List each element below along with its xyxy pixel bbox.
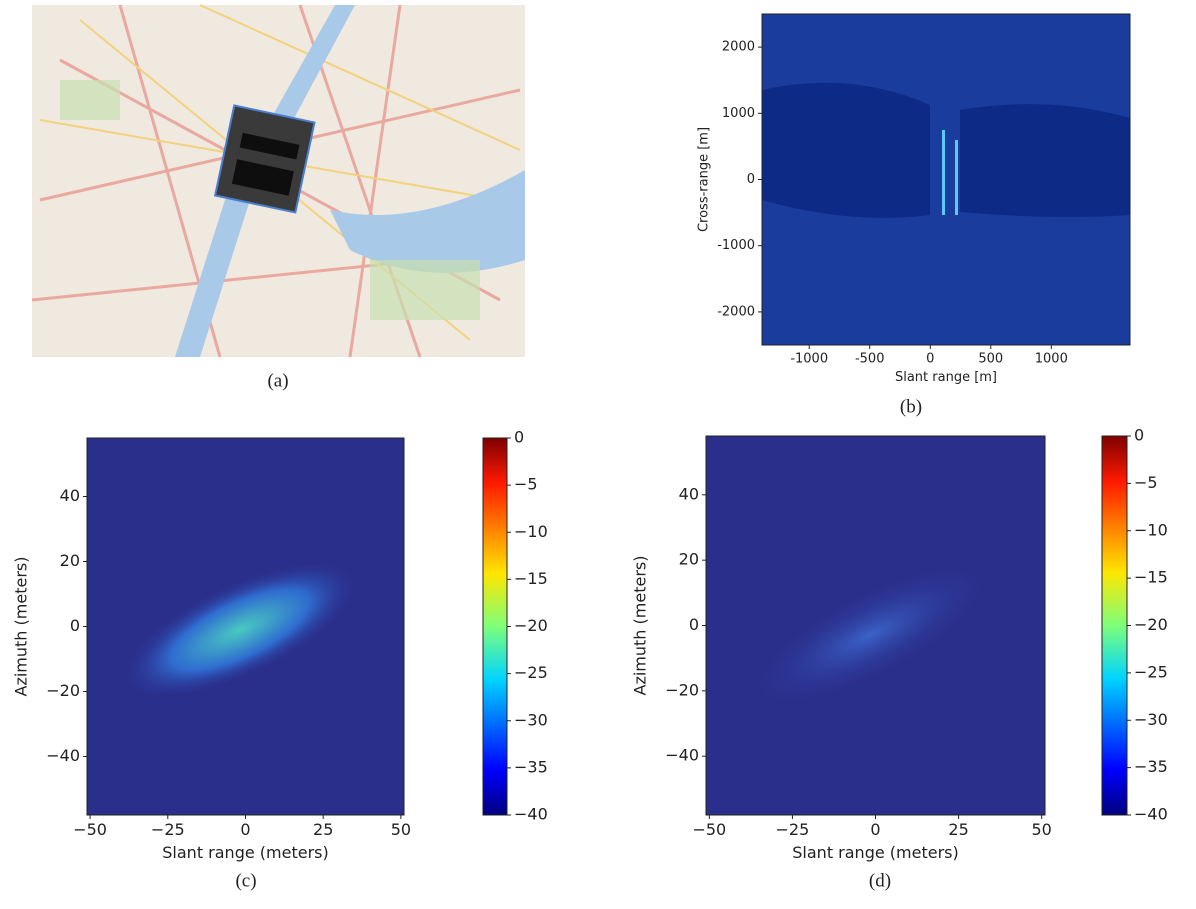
colorbar-tick-label: −25 — [1134, 662, 1168, 681]
y-tick-label: 40 — [679, 484, 699, 503]
x-axis-label: Slant range (meters) — [792, 843, 958, 862]
caption: (c) — [235, 870, 256, 891]
colorbar-tick-label: −15 — [1134, 568, 1168, 587]
y-tick-label: 0 — [689, 615, 699, 634]
x-tick-label: 25 — [948, 820, 968, 839]
colorbar-tick-label: −25 — [514, 663, 548, 682]
x-tick-label: -1000 — [790, 351, 828, 366]
colorbar — [1102, 436, 1127, 815]
colorbar-tick-label: −40 — [1134, 805, 1168, 824]
x-tick-label: 500 — [978, 351, 1003, 366]
x-tick-label: 1000 — [1035, 351, 1068, 366]
x-axis-label: Slant range [m] — [895, 370, 997, 385]
x-tick-label: −50 — [73, 820, 107, 839]
y-tick-label: -2000 — [717, 304, 755, 319]
colorbar-tick-label: −20 — [1134, 615, 1168, 634]
colorbar-tick-label: −30 — [1134, 710, 1168, 729]
y-tick-label: 2000 — [722, 40, 755, 55]
y-tick-label: −40 — [46, 746, 80, 765]
colorbar-tick-label: −35 — [1134, 757, 1168, 776]
colorbar-tick-label: −40 — [514, 805, 548, 824]
y-tick-label: −20 — [665, 680, 699, 699]
y-tick-label: −40 — [665, 746, 699, 765]
colorbar-tick-label: −10 — [514, 522, 548, 541]
caption: (d) — [869, 870, 891, 891]
x-tick-label: 0 — [240, 820, 250, 839]
y-tick-label: 40 — [60, 486, 80, 505]
y-axis-label: Azimuth (meters) — [12, 557, 31, 697]
figure: (a)(b)-1000-50005001000-2000-10000100020… — [0, 0, 1196, 909]
x-tick-label: 0 — [926, 351, 934, 366]
heatmap-image-d — [706, 436, 1045, 815]
map — [32, 5, 525, 357]
colorbar-tick-label: −15 — [514, 569, 548, 588]
y-tick-label: 0 — [747, 172, 755, 187]
y-tick-label: 20 — [60, 551, 80, 570]
colorbar-tick-label: −35 — [514, 757, 548, 776]
x-tick-label: 50 — [1031, 820, 1051, 839]
y-tick-label: 1000 — [722, 106, 755, 121]
y-tick-label: −20 — [46, 681, 80, 700]
colorbar-tick-label: −5 — [1134, 473, 1158, 492]
colorbar-tick-label: 0 — [514, 428, 524, 447]
x-axis-label: Slant range (meters) — [162, 843, 328, 862]
x-tick-label: 50 — [391, 820, 411, 839]
heatmap-image-c — [87, 438, 404, 815]
x-tick-label: 0 — [870, 820, 880, 839]
colorbar-tick-label: −20 — [514, 616, 548, 635]
caption: (b) — [900, 396, 922, 417]
colorbar-tick-label: −10 — [1134, 520, 1168, 539]
x-tick-label: −25 — [776, 820, 810, 839]
colorbar — [483, 438, 507, 815]
y-axis-label: Azimuth (meters) — [631, 556, 650, 696]
colorbar-tick-label: −30 — [514, 710, 548, 729]
x-tick-label: −25 — [151, 820, 185, 839]
x-tick-label: -500 — [855, 351, 885, 366]
x-tick-label: 25 — [313, 820, 333, 839]
y-tick-label: 0 — [70, 616, 80, 635]
colorbar-tick-label: −5 — [514, 475, 538, 494]
x-tick-label: −50 — [692, 820, 726, 839]
y-axis-label: Cross-range [m] — [697, 127, 712, 232]
colorbar-tick-label: 0 — [1134, 426, 1144, 445]
y-tick-label: 20 — [679, 550, 699, 569]
y-tick-label: -1000 — [717, 238, 755, 253]
sar-image — [762, 14, 1130, 345]
caption: (a) — [267, 370, 288, 391]
